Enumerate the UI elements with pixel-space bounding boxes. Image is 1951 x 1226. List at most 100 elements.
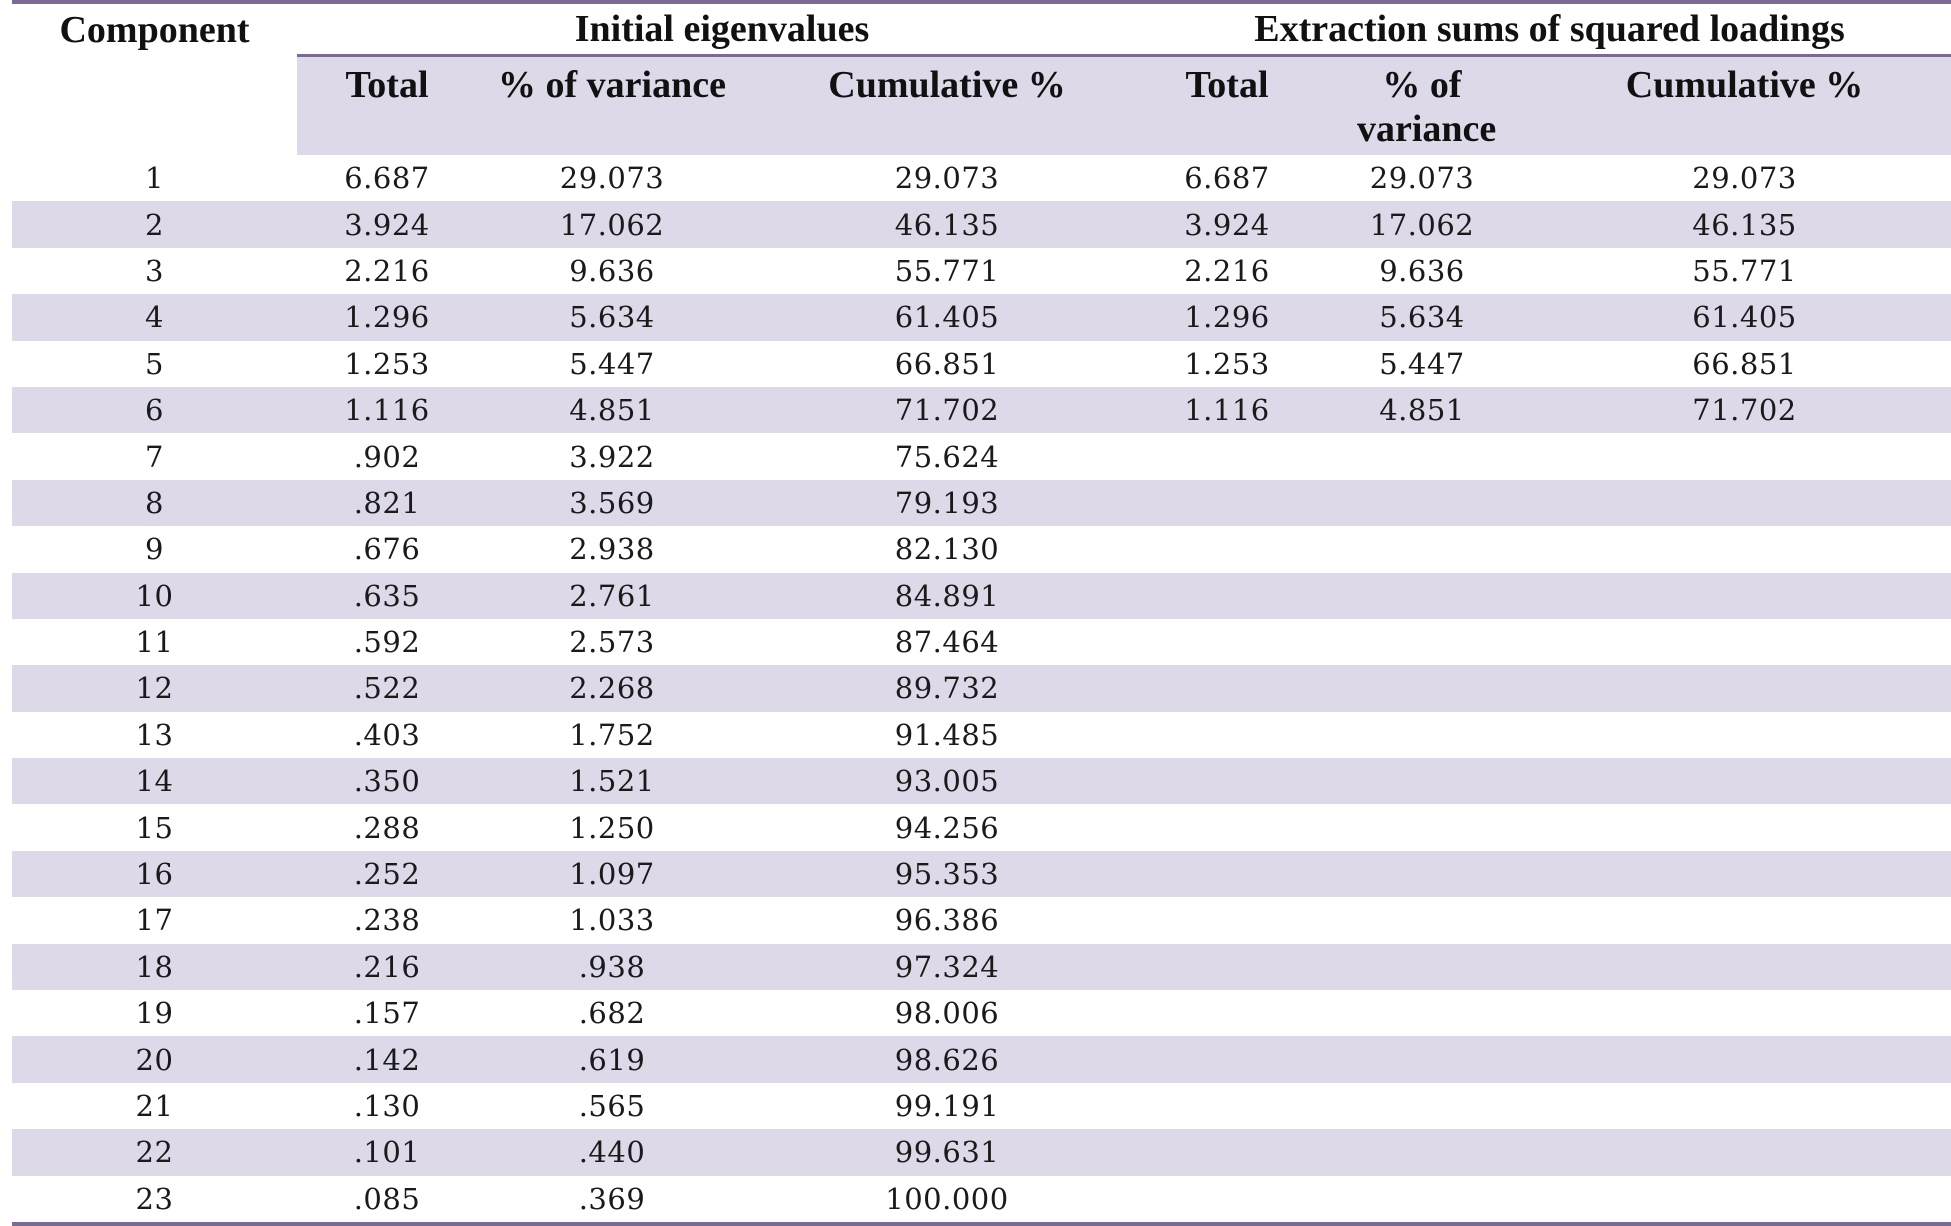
cell-initial-total: 1.116: [297, 386, 477, 434]
cell-initial-cumulative: 94.256: [894, 810, 1000, 845]
cell-initial-total: .157: [353, 996, 421, 1031]
cell-extraction-cumulative: [1537, 758, 1951, 805]
cell-initial-cumulative: 66.851: [894, 346, 1000, 381]
cell-extraction-pct-variance: 5.447: [1379, 346, 1465, 381]
cell-initial-pct-variance: .369: [578, 1181, 646, 1216]
table-row: 7 .902 3.922 75.624: [12, 433, 1951, 479]
cell-initial-cumulative: 97.324: [747, 943, 1147, 991]
cell-extraction-total: [1147, 526, 1307, 572]
cell-initial-cumulative: 29.073: [894, 161, 1000, 196]
cell-extraction-total: [1147, 943, 1307, 991]
cell-initial-pct-variance: 1.033: [569, 903, 655, 938]
cell-extraction-pct-variance: [1307, 1036, 1537, 1083]
cell-initial-total: 3.924: [297, 201, 477, 248]
cell-initial-total: .821: [297, 479, 477, 527]
cell-extraction-total: [1147, 804, 1307, 850]
cell-component: 9: [145, 532, 164, 567]
cell-component: 6: [12, 386, 297, 434]
cell-extraction-pct-variance: [1307, 850, 1537, 898]
cell-initial-total: 1.296: [297, 294, 477, 341]
cell-extraction-cumulative: 46.135: [1537, 201, 1951, 248]
cell-initial-pct-variance: .938: [477, 943, 747, 991]
cell-extraction-total: [1147, 1036, 1307, 1083]
cell-extraction-total: [1147, 572, 1307, 619]
cell-component: 19: [135, 996, 174, 1031]
cell-initial-cumulative: 82.130: [894, 532, 1000, 567]
cell-initial-cumulative: 95.353: [747, 850, 1147, 898]
cell-initial-total: .350: [297, 758, 477, 805]
cell-extraction-cumulative: [1537, 572, 1951, 619]
cell-initial-total: .142: [297, 1036, 477, 1083]
cell-initial-cumulative: 79.193: [747, 479, 1147, 527]
cell-extraction-total: 2.216: [1184, 253, 1270, 288]
cell-initial-total: .130: [353, 1089, 421, 1123]
cell-component: 2: [12, 201, 297, 248]
cell-initial-pct-variance: 17.062: [477, 201, 747, 248]
cell-component: 14: [12, 758, 297, 805]
cell-initial-pct-variance: .619: [477, 1036, 747, 1083]
cell-component: 21: [135, 1089, 174, 1123]
cell-component: 10: [12, 572, 297, 619]
cell-extraction-pct-variance: [1307, 804, 1537, 850]
cell-extraction-total: 6.687: [1184, 161, 1270, 196]
cell-extraction-cumulative: [1537, 804, 1951, 850]
cell-extraction-total: [1147, 479, 1307, 527]
cell-extraction-cumulative: 55.771: [1692, 253, 1797, 288]
cell-component: 18: [12, 943, 297, 991]
cell-extraction-total: [1147, 712, 1307, 758]
cell-initial-total: 6.687: [344, 161, 430, 196]
cell-initial-pct-variance: .682: [578, 996, 646, 1031]
cell-initial-cumulative: 98.626: [747, 1036, 1147, 1083]
cell-initial-total: .522: [297, 665, 477, 712]
cell-component: 16: [12, 850, 297, 898]
cell-initial-pct-variance: 5.447: [569, 346, 655, 381]
cell-component: 20: [12, 1036, 297, 1083]
cell-extraction-total: [1147, 758, 1307, 805]
cell-initial-total: .635: [297, 572, 477, 619]
table-row: 4 1.296 5.634 61.405 1.296 5.634 61.405: [12, 294, 1951, 341]
cell-extraction-pct-variance: [1307, 1176, 1537, 1222]
cell-initial-pct-variance: 3.922: [569, 439, 655, 474]
cell-extraction-pct-variance: 4.851: [1307, 386, 1537, 434]
cell-initial-pct-variance: .565: [578, 1089, 646, 1123]
cell-initial-cumulative: 71.702: [747, 386, 1147, 434]
table-row: 20.142.619 98.626: [12, 1036, 1951, 1083]
header-row-columns: Total % of variance Cumulative % Total %…: [12, 55, 1951, 155]
variance-explained-table: Component Initial eigenvalues Extraction…: [12, 0, 1951, 1226]
cell-extraction-pct-variance: [1307, 433, 1537, 479]
cell-initial-cumulative: 99.191: [894, 1089, 1000, 1123]
cell-initial-cumulative: 46.135: [747, 201, 1147, 248]
table-row: 22.101.440 99.631: [12, 1129, 1951, 1176]
cell-extraction-total: [1147, 897, 1307, 943]
cell-initial-cumulative: 75.624: [894, 439, 1000, 474]
table-row: 18.216.938 97.324: [12, 943, 1951, 991]
cell-initial-cumulative: 99.631: [747, 1129, 1147, 1176]
cell-extraction-cumulative: [1537, 897, 1951, 943]
cell-initial-cumulative: 100.000: [885, 1181, 1009, 1216]
table-row: 17 .238 1.033 96.386: [12, 897, 1951, 943]
cell-initial-total: .101: [297, 1129, 477, 1176]
table-row: 11 .592 2.573 87.464: [12, 619, 1951, 665]
table-row: 15 .288 1.250 94.256: [12, 804, 1951, 850]
top-rule: [12, 0, 1951, 4]
cell-initial-total: .252: [297, 850, 477, 898]
cell-initial-total: 1.253: [344, 346, 430, 381]
cell-initial-total: .676: [353, 532, 421, 567]
cell-extraction-cumulative: [1537, 665, 1951, 712]
header-component: Component: [59, 8, 250, 51]
cell-extraction-pct-variance: 5.634: [1307, 294, 1537, 341]
cell-extraction-total: [1147, 990, 1307, 1036]
cell-component: 15: [135, 810, 174, 845]
cell-extraction-cumulative: [1537, 479, 1951, 527]
cell-extraction-cumulative: [1537, 1129, 1951, 1176]
cell-component: 23: [135, 1181, 174, 1216]
cell-extraction-total: 1.253: [1184, 346, 1270, 381]
cell-initial-cumulative: 89.732: [747, 665, 1147, 712]
table-row: 8.821 3.569 79.193: [12, 479, 1951, 527]
header-extraction-total: Total: [1147, 55, 1307, 155]
cell-extraction-total: [1147, 1129, 1307, 1176]
table-row: 23 .085 .369 100.000: [12, 1176, 1951, 1222]
table-row: 2 3.924 17.062 46.135 3.924 17.062 46.135: [12, 201, 1951, 248]
header-blank-cell: [12, 55, 297, 155]
cell-initial-pct-variance: 2.761: [477, 572, 747, 619]
